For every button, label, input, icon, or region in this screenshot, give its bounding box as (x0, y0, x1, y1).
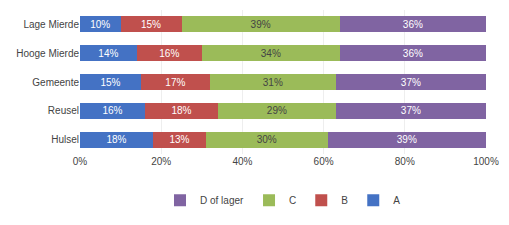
svg-text:36%: 36% (403, 19, 423, 30)
svg-text:C: C (289, 195, 296, 206)
svg-text:39%: 39% (251, 19, 271, 30)
svg-text:16%: 16% (102, 105, 122, 116)
svg-text:B: B (341, 195, 348, 206)
svg-text:14%: 14% (98, 48, 118, 59)
svg-text:36%: 36% (403, 48, 423, 59)
svg-text:15%: 15% (141, 19, 161, 30)
svg-text:16%: 16% (159, 48, 179, 59)
svg-text:20%: 20% (151, 156, 171, 167)
svg-text:29%: 29% (267, 105, 287, 116)
svg-text:40%: 40% (232, 156, 252, 167)
svg-text:Gemeente: Gemeente (32, 77, 79, 88)
svg-text:A: A (393, 195, 400, 206)
svg-text:100%: 100% (473, 156, 499, 167)
svg-text:10%: 10% (90, 19, 110, 30)
svg-text:60%: 60% (314, 156, 334, 167)
svg-text:18%: 18% (106, 134, 126, 145)
svg-text:31%: 31% (263, 77, 283, 88)
svg-text:17%: 17% (165, 77, 185, 88)
svg-text:13%: 13% (169, 134, 189, 145)
svg-text:0%: 0% (73, 156, 88, 167)
svg-text:39%: 39% (397, 134, 417, 145)
svg-text:D of lager: D of lager (200, 195, 244, 206)
svg-text:37%: 37% (401, 105, 421, 116)
svg-text:37%: 37% (401, 77, 421, 88)
svg-text:18%: 18% (171, 105, 191, 116)
svg-text:Reusel: Reusel (48, 105, 79, 116)
svg-text:Hooge Mierde: Hooge Mierde (16, 48, 79, 59)
svg-text:34%: 34% (261, 48, 281, 59)
svg-text:Lage Mierde: Lage Mierde (23, 19, 79, 30)
svg-text:30%: 30% (257, 134, 277, 145)
svg-text:80%: 80% (395, 156, 415, 167)
svg-text:Hulsel: Hulsel (51, 134, 79, 145)
svg-text:15%: 15% (100, 77, 120, 88)
